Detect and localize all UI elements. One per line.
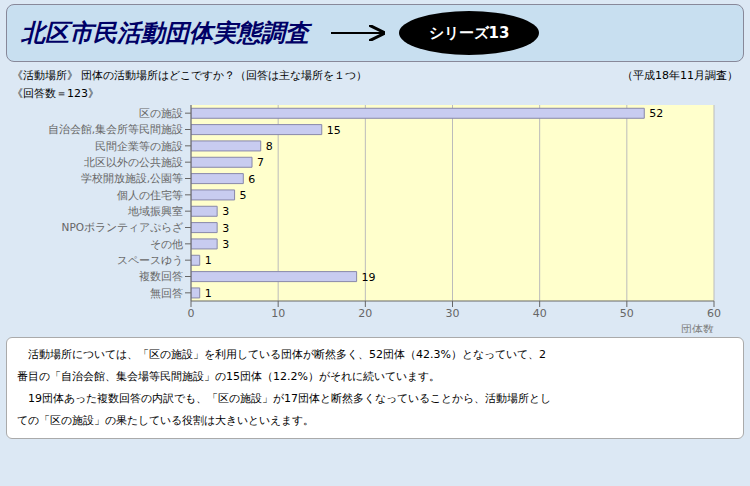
html-text:ての「区の施設」の果たしている役割は大きいといえます。: ての「区の施設」の果たしている役割は大きいといえます。 [17, 414, 314, 427]
svg-text:3: 3 [222, 238, 229, 251]
svg-text:団体数: 団体数 [681, 323, 714, 333]
svg-text:北区以外の公共施設: 北区以外の公共施設 [84, 156, 183, 168]
svg-text:スペースゆう: スペースゆう [117, 254, 183, 267]
svg-text:19: 19 [362, 271, 376, 284]
svg-text:6: 6 [248, 173, 255, 186]
svg-text:7: 7 [257, 156, 264, 169]
svg-text:0: 0 [188, 307, 195, 320]
html-text:《回答数＝123》: 《回答数＝123》 [12, 87, 99, 100]
svg-text:8: 8 [266, 140, 273, 153]
svg-text:1: 1 [205, 287, 212, 300]
svg-text:NPOボランティアぷらざ: NPOボランティアぷらざ [62, 221, 183, 233]
svg-text:区の施設: 区の施設 [139, 107, 183, 119]
svg-text:20: 20 [358, 307, 372, 320]
svg-text:15: 15 [327, 124, 341, 137]
svg-text:40: 40 [533, 307, 547, 320]
svg-text:複数回答: 複数回答 [139, 270, 183, 282]
svg-text:1: 1 [205, 254, 212, 267]
html-text:（平成18年11月調査）: （平成18年11月調査） [622, 69, 738, 82]
svg-text:民間企業等の施設: 民間企業等の施設 [95, 140, 183, 152]
html-text:番目の「自治会館、集会場等民間施設」の15団体（12.2%）: 番目の「自治会館、集会場等民間施設」の15団体（12.2%）がそれに続いています… [17, 370, 440, 383]
svg-text:5: 5 [240, 189, 247, 202]
svg-text:無回答: 無回答 [150, 287, 183, 299]
svg-text:その他: その他 [150, 238, 183, 250]
html-text:19団体あった複数回答の内訳でも、「区の施設」が17団体と断: 19団体あった複数回答の内訳でも、「区の施設」が17団体と断然多くなっていること… [17, 392, 551, 405]
svg-text:60: 60 [707, 307, 721, 320]
html-text:活動場所については、「区の施設」を利用している団体が断然多く: 活動場所については、「区の施設」を利用している団体が断然多く、52団体（42.3… [17, 348, 546, 361]
svg-text:52: 52 [649, 107, 663, 120]
html-text:シリーズ13: シリーズ13 [428, 23, 510, 42]
svg-text:学校開放施設,公園等: 学校開放施設,公園等 [81, 172, 183, 184]
svg-text:個人の住宅等: 個人の住宅等 [117, 189, 183, 201]
svg-text:3: 3 [222, 205, 229, 218]
svg-text:10: 10 [271, 307, 285, 320]
svg-text:30: 30 [446, 307, 460, 320]
svg-text:地域振興室: 地域振興室 [127, 205, 183, 217]
svg-text:3: 3 [222, 222, 229, 235]
svg-text:50: 50 [620, 307, 634, 320]
html-text:北区市民活動団体実態調査: 北区市民活動団体実態調査 [21, 19, 309, 47]
svg-text:自治会館,集会所等民間施設: 自治会館,集会所等民間施設 [48, 123, 183, 135]
html-text:《活動場所》 団体の活動場所はどこですか？（回答は主な場所を: 《活動場所》 団体の活動場所はどこですか？（回答は主な場所を１つ） [12, 69, 368, 82]
